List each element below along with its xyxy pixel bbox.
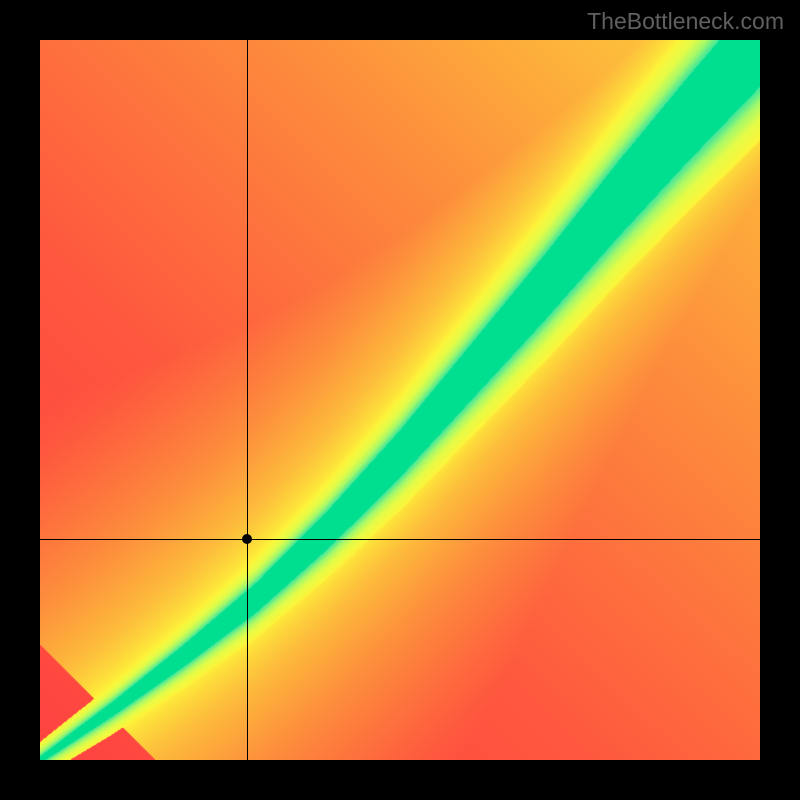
watermark-text: TheBottleneck.com (587, 8, 784, 35)
crosshair-marker (242, 534, 252, 544)
crosshair-horizontal (40, 539, 760, 540)
heatmap-plot (40, 40, 760, 760)
crosshair-vertical (247, 40, 248, 760)
heatmap-canvas (40, 40, 760, 760)
